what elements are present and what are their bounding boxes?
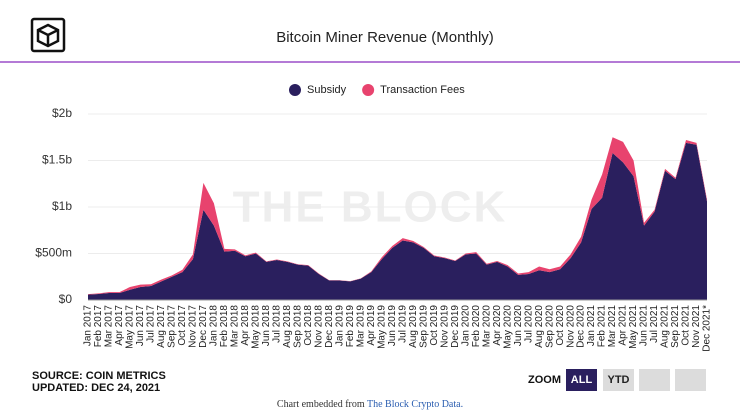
- x-tick-label: Jun 2017: [135, 305, 146, 347]
- x-tick-label: Nov 2017: [188, 305, 199, 348]
- x-tick-label: Feb 2018: [219, 305, 230, 348]
- x-tick-label: Jul 2017: [146, 305, 157, 343]
- x-tick-label: Jul 2021: [649, 305, 660, 343]
- x-tick-label: Apr 2019: [366, 305, 377, 346]
- x-tick-label: Nov 2018: [313, 305, 324, 348]
- legend-label: Subsidy: [307, 84, 347, 96]
- x-tick-label: Dec 2018: [324, 305, 335, 348]
- embed-link[interactable]: The Block Crypto Data.: [367, 399, 463, 410]
- x-tick-label: Aug 2017: [156, 305, 167, 348]
- zoom-button[interactable]: [639, 369, 670, 391]
- x-tick-label: Oct 2018: [303, 305, 314, 346]
- x-tick-label: Jul 2019: [397, 305, 408, 343]
- y-tick-label: $500m: [35, 246, 72, 260]
- x-tick-label: Jan 2020: [460, 305, 471, 347]
- embed-note: Chart embedded from The Block Crypto Dat…: [277, 399, 463, 410]
- x-tick-label: Dec 2019: [450, 305, 461, 348]
- x-tick-label: May 2019: [376, 305, 387, 349]
- embed-text: Chart embedded from: [277, 399, 367, 410]
- x-tick-label: Nov 2020: [565, 305, 576, 348]
- x-tick-label: Oct 2019: [429, 305, 440, 346]
- x-tick-label: Jan 2019: [334, 305, 345, 347]
- x-tick-label: Jul 2018: [271, 305, 282, 343]
- x-tick-label: Jan 2018: [209, 305, 220, 347]
- zoom-label: ZOOM: [528, 374, 561, 386]
- x-tick-label: Mar 2019: [355, 305, 366, 348]
- x-tick-label: Dec 2017: [198, 305, 209, 348]
- x-tick-label: Apr 2021: [618, 305, 629, 346]
- x-tick-label: Jun 2019: [387, 305, 398, 347]
- zoom-button-label[interactable]: ALL: [571, 374, 593, 386]
- legend-label: Transaction Fees: [380, 84, 465, 96]
- x-tick-label: Dec 2020: [576, 305, 587, 348]
- x-tick-label: Feb 2019: [345, 305, 356, 348]
- y-tick-label: $0: [59, 292, 73, 306]
- updated: UPDATED: DEC 24, 2021: [32, 382, 160, 394]
- x-tick-label: Jun 2021: [639, 305, 650, 347]
- x-tick-label: Mar 2020: [481, 305, 492, 348]
- x-tick-label: May 2021: [628, 305, 639, 349]
- x-tick-label: May 2017: [125, 305, 136, 349]
- x-tick-label: Jan 2017: [83, 305, 94, 347]
- x-tick-label: Aug 2020: [534, 305, 545, 348]
- source: SOURCE: COIN METRICS: [32, 370, 166, 382]
- x-tick-label: Feb 2017: [93, 305, 104, 348]
- x-tick-label: Sep 2021: [670, 305, 681, 348]
- area: [88, 142, 707, 300]
- zoom-button[interactable]: [675, 369, 706, 391]
- chart-title: Bitcoin Miner Revenue (Monthly): [276, 29, 494, 46]
- x-tick-label: Oct 2017: [177, 305, 188, 346]
- y-tick-label: $1.5b: [42, 153, 72, 167]
- x-tick-label: Oct 2020: [555, 305, 566, 346]
- legend-swatch: [289, 84, 301, 96]
- logo: [30, 17, 66, 53]
- legend-swatch: [362, 84, 375, 96]
- x-tick-label: Oct 2021: [681, 305, 692, 346]
- x-tick-label: Jul 2020: [523, 305, 534, 343]
- x-tick-label: Jan 2021: [586, 305, 597, 347]
- zoom-button[interactable]: [566, 369, 597, 391]
- x-tick-label: Apr 2020: [492, 305, 503, 346]
- x-tick-label: Jun 2020: [513, 305, 524, 347]
- x-tick-label: Mar 2021: [607, 305, 618, 348]
- x-tick-label: May 2020: [502, 305, 513, 349]
- x-tick-label: May 2018: [251, 305, 262, 349]
- y-tick-label: $2b: [52, 106, 72, 120]
- x-tick-label: Aug 2018: [282, 305, 293, 348]
- area: [88, 137, 707, 295]
- x-tick-label: Sep 2018: [292, 305, 303, 348]
- zoom-button-label[interactable]: YTD: [608, 374, 630, 386]
- x-tick-label: Jun 2018: [261, 305, 272, 347]
- x-tick-label: Sep 2017: [167, 305, 178, 348]
- x-tick-label: Sep 2019: [418, 305, 429, 348]
- x-tick-label: Apr 2018: [240, 305, 251, 346]
- zoom-button[interactable]: [603, 369, 634, 391]
- x-tick-label: Nov 2019: [439, 305, 450, 348]
- x-tick-label: Feb 2020: [471, 305, 482, 348]
- x-tick-label: Nov 2021: [691, 305, 702, 348]
- x-tick-label: Aug 2021: [660, 305, 671, 348]
- x-tick-label: Dec 2021*: [702, 305, 713, 352]
- x-tick-label: Sep 2020: [544, 305, 555, 348]
- y-tick-label: $1b: [52, 199, 72, 213]
- x-tick-label: Feb 2021: [597, 305, 608, 348]
- x-tick-label: Mar 2017: [104, 305, 115, 348]
- x-tick-label: Aug 2019: [408, 305, 419, 348]
- x-tick-label: Mar 2018: [230, 305, 241, 348]
- x-tick-label: Apr 2017: [114, 305, 125, 346]
